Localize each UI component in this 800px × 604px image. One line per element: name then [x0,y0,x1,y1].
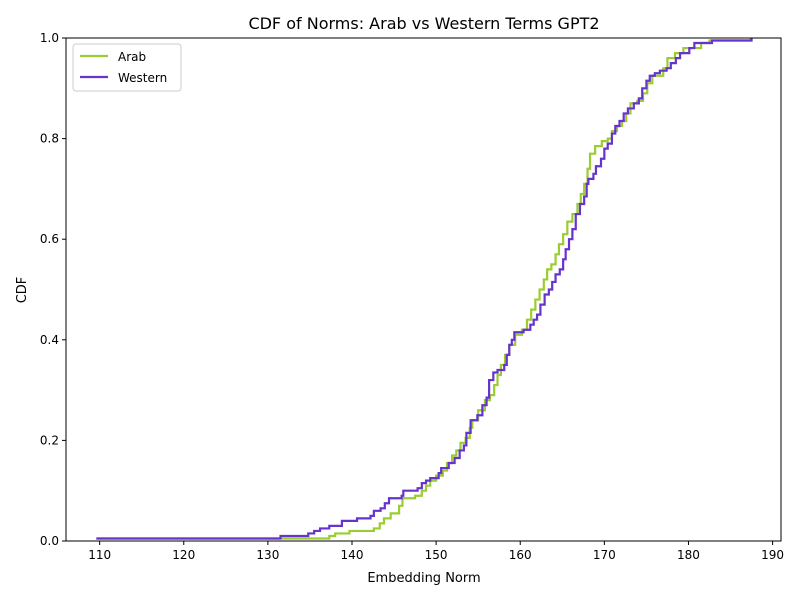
y-tick-label: 0.6 [40,232,59,246]
x-axis-ticks: 110 120 130 140 150 160 170 180 190 [88,541,784,562]
legend-label-western: Western [118,71,167,85]
y-tick-label: 0.4 [40,333,59,347]
x-tick-label: 170 [593,548,616,562]
y-tick-label: 0.8 [40,132,59,146]
series-line-western [96,38,753,540]
y-tick-label: 1.0 [40,31,59,45]
x-tick-label: 120 [172,548,195,562]
y-axis-ticks: 0.0 0.2 0.4 0.6 0.8 1.0 [40,31,66,548]
x-tick-label: 140 [341,548,364,562]
x-axis-label: Embedding Norm [367,571,480,586]
x-tick-label: 160 [509,548,532,562]
series-line-arab [97,38,752,540]
chart-title: CDF of Norms: Arab vs Western Terms GPT2 [248,14,599,33]
y-axis-label: CDF [15,277,30,304]
x-tick-label: 180 [677,548,700,562]
x-tick-label: 130 [256,548,279,562]
axes-frame [65,37,782,542]
y-tick-label: 0.2 [40,433,59,447]
y-tick-label: 0.0 [40,534,59,548]
plot-series [96,38,753,540]
legend: Arab Western [72,43,182,92]
x-tick-label: 190 [761,548,784,562]
x-tick-label: 150 [425,548,448,562]
x-tick-label: 110 [88,548,111,562]
legend-label-arab: Arab [118,50,146,64]
